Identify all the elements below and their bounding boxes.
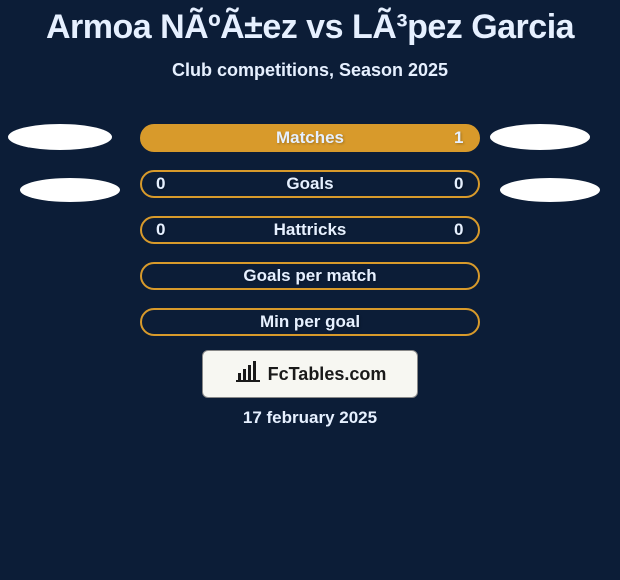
date-label: 17 february 2025 (0, 408, 620, 428)
stat-right-value: 0 (454, 220, 464, 240)
subtitle: Club competitions, Season 2025 (0, 60, 620, 81)
stat-row: 0Hattricks0 (140, 216, 480, 244)
stat-right-value: 1 (454, 128, 464, 148)
page-title: Armoa NÃºÃ±ez vs LÃ³pez Garcia (0, 8, 620, 47)
player-left-photo-1 (8, 124, 112, 150)
stat-row: Matches1 (140, 124, 480, 152)
player-left-photo-2 (20, 178, 120, 202)
stat-row: Min per goal (140, 308, 480, 336)
stat-label: Min per goal (142, 312, 478, 332)
logo-text: FcTables.com (268, 364, 387, 385)
player-right-photo-1 (490, 124, 590, 150)
stat-label: Goals (142, 174, 478, 194)
player-right-photo-2 (500, 178, 600, 202)
stat-right-value: 0 (454, 174, 464, 194)
stat-left-value: 0 (156, 220, 166, 240)
bar-chart-icon (234, 361, 262, 388)
stat-row: 0Goals0 (140, 170, 480, 198)
fctables-logo: FcTables.com (202, 350, 418, 398)
stat-row: Goals per match (140, 262, 480, 290)
stat-left-value: 0 (156, 174, 166, 194)
stat-label: Matches (142, 128, 478, 148)
stat-label: Goals per match (142, 266, 478, 286)
stat-label: Hattricks (142, 220, 478, 240)
